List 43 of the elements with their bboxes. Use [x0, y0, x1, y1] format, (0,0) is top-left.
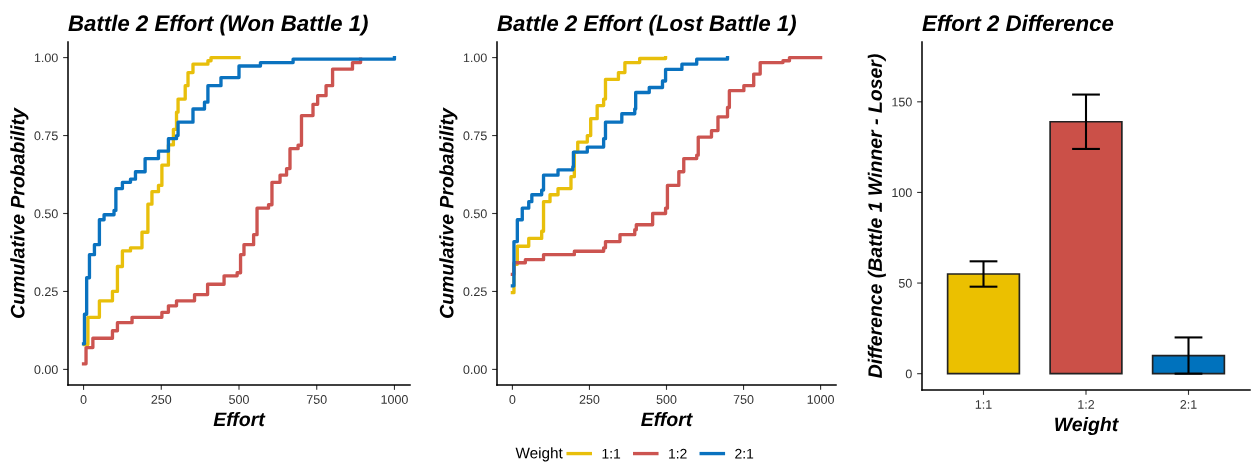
y-tick-label: 100: [892, 188, 912, 198]
x-tick-label: 2:1: [1180, 400, 1197, 409]
y-tick-label: 1.00: [34, 53, 58, 63]
y-tick-label: 0.00: [34, 365, 58, 375]
y-tick-label: 0.50: [34, 209, 58, 219]
bar: [1151, 354, 1226, 375]
bar: [946, 273, 1021, 375]
legend-title: Weight: [515, 447, 563, 462]
y-tick-label: 150: [892, 97, 912, 107]
x-axis-title: Effort: [641, 411, 693, 427]
y-tick-label: 0.75: [34, 131, 58, 141]
bar: [1049, 120, 1123, 375]
x-tick-label: 500: [656, 395, 677, 404]
y-tick-label: 0: [905, 369, 912, 379]
y-tick-label: 0.25: [463, 287, 487, 297]
legend-label: 2:1: [735, 448, 754, 459]
legend-label: 1:2: [669, 448, 687, 459]
y-axis-title: Difference (Battle 1 Winner - Loser): [867, 54, 886, 378]
x-tick-label: 1000: [807, 395, 835, 404]
y-tick-label: 0.75: [463, 131, 487, 141]
y-axis-title: Cumulative Probability: [439, 107, 458, 318]
y-tick-label: 0.25: [34, 287, 58, 297]
x-tick-label: 500: [229, 395, 249, 404]
x-tick-label: 1000: [381, 395, 408, 404]
y-tick-label: 1.00: [463, 53, 487, 63]
chart-title: Battle 2 Effort (Lost Battle 1): [497, 14, 796, 36]
x-tick-label: 250: [579, 395, 600, 404]
legend-label: 1:1: [602, 448, 621, 459]
x-tick-label: 0: [80, 395, 87, 404]
x-tick-label: 0: [509, 395, 516, 404]
chart-title: Battle 2 Effort (Won Battle 1): [68, 14, 368, 36]
y-tick-label: 0.50: [463, 209, 487, 219]
x-tick-label: 1:2: [1078, 400, 1095, 409]
x-tick-label: 250: [151, 395, 172, 404]
x-tick-label: 750: [306, 395, 327, 404]
x-axis-title: Weight: [1055, 416, 1119, 436]
x-axis-title: Effort: [213, 411, 266, 427]
chart-title: Effort 2 Difference: [922, 14, 1114, 32]
x-tick-label: 750: [733, 395, 754, 404]
y-axis-title: Cumulative Probability: [10, 107, 29, 318]
x-tick-label: 1:1: [975, 400, 992, 409]
y-tick-label: 50: [898, 278, 912, 288]
y-tick-label: 0.00: [463, 365, 487, 375]
